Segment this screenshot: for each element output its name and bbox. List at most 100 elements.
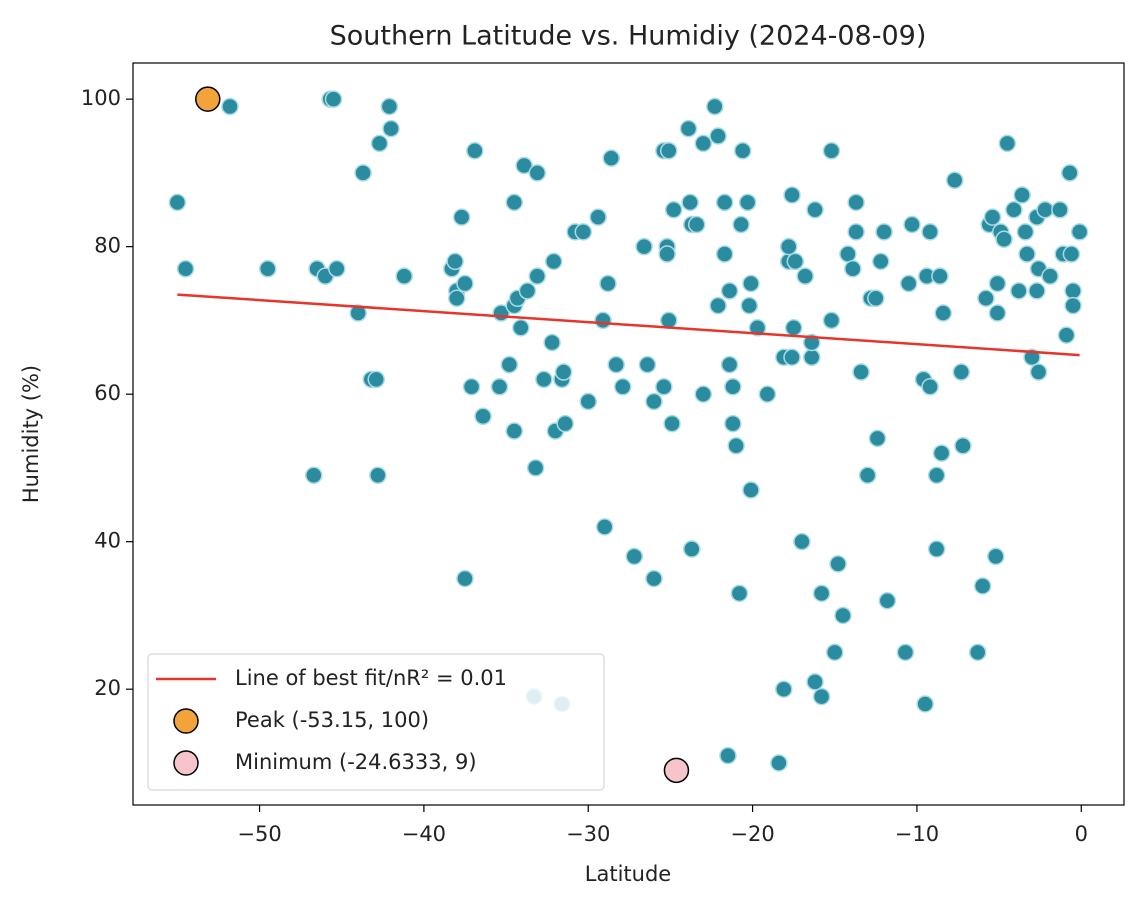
scatter-point [770,754,788,772]
scatter-point [868,429,887,448]
legend-label: Line of best fit/nR² = 0.01 [235,666,507,690]
scatter-point [168,193,187,212]
scatter-point [512,319,530,337]
scatter-point [834,606,852,625]
scatter-point [921,378,939,396]
scatter-point [328,260,346,278]
scatter-point [574,223,593,241]
scatter-point [903,215,921,234]
scatter-point [635,237,653,256]
scatter-point [973,577,992,595]
scatter-point [872,252,890,271]
y-axis-label: Humidity (%) [19,365,43,503]
scatter-point [826,643,844,662]
scatter-point [1016,223,1035,241]
scatter-point [742,274,760,293]
scatter-point [526,459,545,477]
scatter-point [515,156,533,175]
scatter-point [500,355,519,374]
scatter-point [878,591,897,610]
scatter-point [1041,267,1059,285]
y-tick-label: 80 [94,234,121,258]
scatter-point [452,208,471,226]
scatter-point [719,746,737,765]
scatter-point [613,378,632,396]
highlight-point [195,86,221,112]
scatter-point [382,119,400,138]
scatter-point [645,569,663,588]
scatter-point [462,378,481,396]
scatter-point [786,252,805,271]
scatter-point [369,466,387,485]
scatter-point [679,119,698,138]
highlight-point [663,757,690,784]
scatter-point [466,142,484,160]
scatter-point [645,392,663,411]
chart-title: Southern Latitude vs. Humidiy (2024-08-0… [330,21,927,52]
scatter-point [783,348,801,367]
scatter-point [324,90,343,108]
scatter-point [812,687,831,706]
scatter-point [664,201,683,219]
scatter-point [505,422,524,440]
scatter-point [988,274,1007,293]
scatter-point [1036,201,1054,219]
scatter-point [932,444,951,462]
scatter-point [916,695,934,713]
scatter-point [847,223,865,241]
scatter-point [535,370,553,389]
scatter-point [720,282,739,300]
scatter-point [687,215,706,234]
y-tick-label: 100 [81,86,121,110]
scatter-point [822,142,841,160]
scatter-point [806,201,824,219]
scatter-point [954,437,972,455]
scatter-point [456,569,474,588]
scatter-point [1013,186,1031,204]
scatter-point [899,274,918,293]
scatter-point [599,274,617,293]
scatter-point [945,171,964,190]
scatter-point [927,540,946,558]
scatter-point [802,348,821,367]
scatter-point [875,223,893,241]
scatter-point [1062,245,1081,263]
scatter-point [655,378,673,396]
scatter-point [784,319,803,337]
scatter-point [852,363,870,381]
scatter-point [176,260,195,278]
scatter-point [395,267,413,285]
scatter-point [715,193,734,212]
scatter-point [544,252,563,271]
scatter-point [812,584,831,603]
scatter-point [983,208,1002,226]
scatter-point [988,304,1007,322]
scatter-point [740,296,759,315]
legend-marker [173,750,199,776]
scatter-point [554,363,573,381]
scatter-point [931,267,949,285]
scatter-point [543,333,561,352]
scatter-point [505,193,524,212]
scatter-point [775,680,793,698]
scatter-point [706,97,724,116]
scatter-point [259,260,277,278]
y-tick-label: 20 [94,676,121,700]
scatter-point [528,164,547,182]
scatter-point [934,304,952,322]
scatter-point [952,363,971,381]
scatter-point [738,193,757,212]
scatter-point [783,186,801,204]
scatter-point [1005,201,1023,219]
scatter-point [1029,363,1048,381]
legend-label: Minimum (-24.6333, 9) [235,750,477,774]
scatter-point [793,532,811,551]
scatter-point [968,643,987,662]
scatter-point [638,355,657,374]
scatter-point [995,230,1013,249]
scatter-point [380,97,399,116]
scatter-point [709,127,727,145]
y-tick-label: 40 [94,529,121,553]
scatter-point [844,260,862,278]
legend-marker [173,708,199,734]
